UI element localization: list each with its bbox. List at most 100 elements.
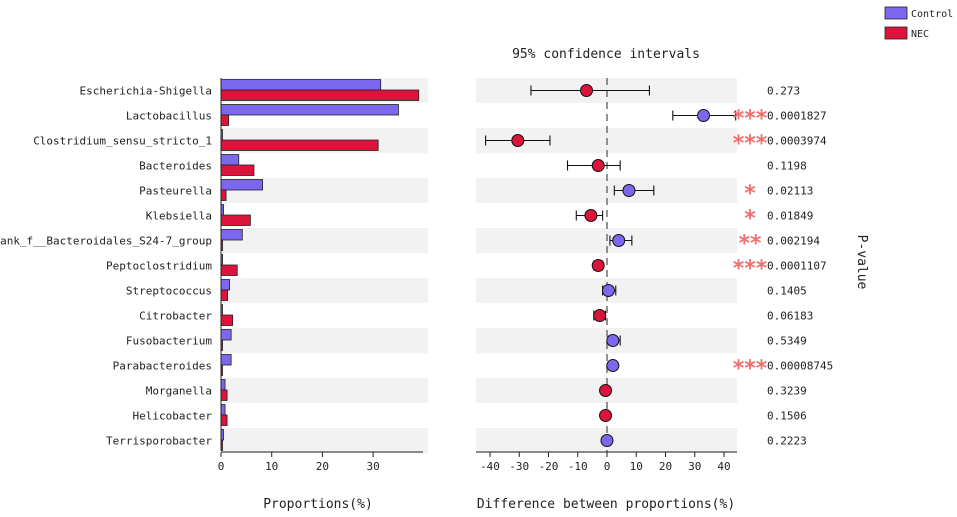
- p-value: 0.1506: [767, 410, 807, 423]
- difference-point: [599, 409, 613, 422]
- category-label: Bacteroides: [139, 160, 212, 173]
- difference-point: [593, 309, 607, 322]
- category-label: Clostridium_sensu_stricto_1: [33, 135, 212, 148]
- bar-control: [220, 354, 232, 366]
- p-value: 0.1198: [767, 160, 807, 173]
- p-value-axis-title: P-value: [854, 235, 869, 290]
- category-label: Parabacteroides: [113, 360, 212, 373]
- p-value: 0.06183: [767, 310, 813, 323]
- bar-control: [220, 104, 399, 116]
- category-label: Streptococcus: [126, 285, 212, 298]
- bar-nec: [220, 189, 227, 201]
- row-background: [222, 353, 428, 378]
- p-value: 0.273: [767, 85, 800, 98]
- row-background: [222, 403, 428, 428]
- difference-point: [612, 234, 626, 247]
- tick-label: 0: [604, 460, 611, 473]
- p-value: 0.5349: [767, 335, 807, 348]
- tick-label: 40: [717, 460, 730, 473]
- row-background: [222, 153, 428, 178]
- category-label: Fusobacterium: [126, 335, 212, 348]
- legend: Control NEC: [884, 6, 953, 40]
- bar-nec: [220, 114, 230, 126]
- bar-control: [220, 179, 263, 191]
- bar-control: [220, 279, 231, 291]
- proportion-bars: [220, 79, 420, 451]
- significance-stars: ***: [733, 257, 768, 282]
- bar-nec: [220, 414, 228, 426]
- p-value: 0.002194: [767, 235, 820, 248]
- p-value: 0.01849: [767, 210, 813, 223]
- category-label: Morganella: [146, 385, 212, 398]
- p-value: 0.02113: [767, 185, 813, 198]
- legend-swatch-nec: [884, 26, 908, 40]
- difference-point: [584, 209, 598, 222]
- difference-point: [606, 359, 620, 372]
- difference-point: [601, 284, 615, 297]
- row-background: [222, 328, 428, 353]
- difference-point: [511, 134, 525, 147]
- p-value: 0.00008745: [767, 360, 833, 373]
- tick-label: 30: [688, 460, 701, 473]
- tick-label: 20: [659, 460, 672, 473]
- tick-label: 10: [265, 460, 278, 473]
- difference-point: [599, 384, 613, 397]
- row-background: [222, 278, 428, 303]
- tick-label: -10: [568, 460, 588, 473]
- difference-point: [606, 334, 620, 347]
- proportions-ticks: 0 10 20 30: [218, 452, 380, 473]
- p-value: 0.0001107: [767, 260, 827, 273]
- bar-nec: [220, 89, 420, 101]
- category-label: Helicobacter: [133, 410, 213, 423]
- significance-stars: *: [744, 207, 756, 232]
- bar-nec: [220, 139, 379, 151]
- bar-control: [220, 379, 226, 391]
- row-background: [222, 428, 428, 453]
- difference-point: [697, 109, 711, 122]
- row-background: [222, 203, 428, 228]
- category-label: Pasteurella: [139, 185, 212, 198]
- p-value: 0.1405: [767, 285, 807, 298]
- bar-nec: [220, 214, 251, 226]
- category-label: norank_f__Bacteroidales_S24-7_group: [0, 235, 212, 248]
- bar-nec: [220, 314, 234, 326]
- tick-label: 30: [366, 460, 379, 473]
- significance-stars: ***: [733, 132, 768, 157]
- tick-label: -30: [509, 460, 529, 473]
- p-value: 0.0003974: [767, 135, 827, 148]
- difference-point: [622, 184, 636, 197]
- difference-point: [591, 159, 605, 172]
- proportions-row-backgrounds: [222, 78, 428, 453]
- significance-stars: ***: [733, 107, 768, 132]
- bar-control: [220, 79, 382, 91]
- tick-label: 10: [630, 460, 643, 473]
- difference-ticks: -40 -30 -20 -10 0 10 20 30 40: [480, 452, 731, 473]
- difference-point: [600, 434, 614, 447]
- category-label: Peptoclostridium: [106, 260, 212, 273]
- significance-stars: ***: [733, 357, 768, 382]
- bar-nec: [220, 264, 238, 276]
- difference-axis-title: Difference between proportions(%): [477, 497, 735, 512]
- category-labels: Escherichia-Shigella Lactobacillus Clostri…: [0, 85, 212, 448]
- bar-nec: [220, 389, 228, 401]
- p-value: 0.0001827: [767, 110, 827, 123]
- category-label: Citrobacter: [139, 310, 212, 323]
- significance-stars: **: [738, 232, 762, 257]
- category-label: Escherichia-Shigella: [80, 85, 212, 98]
- category-label: Terrisporobacter: [106, 435, 212, 448]
- bar-nec: [220, 164, 255, 176]
- p-value: 0.3239: [767, 385, 807, 398]
- tick-label: -20: [539, 460, 559, 473]
- difference-point: [580, 84, 594, 97]
- significance-stars: *: [744, 182, 756, 207]
- bar-control: [220, 154, 240, 166]
- bar-control: [220, 329, 232, 341]
- category-label: Lactobacillus: [126, 110, 212, 123]
- row-background: [222, 228, 428, 253]
- legend-label-control: Control: [911, 9, 953, 20]
- bar-control: [220, 229, 243, 241]
- legend-label-nec: NEC: [911, 29, 929, 40]
- tick-label: 20: [316, 460, 329, 473]
- row-background: [222, 303, 428, 328]
